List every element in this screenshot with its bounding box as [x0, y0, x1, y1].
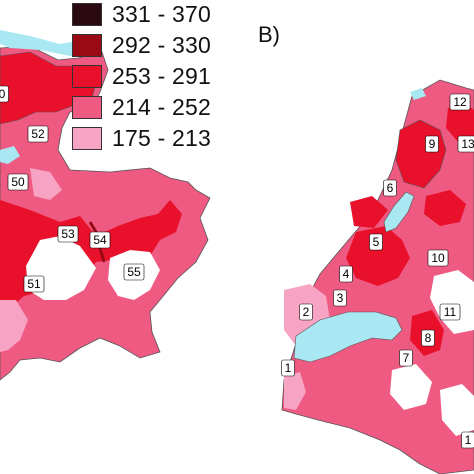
map-b-region-white-3: [440, 384, 474, 436]
map-a-region-light-2: [30, 168, 62, 200]
map-b-region-label: 9: [429, 137, 436, 151]
legend-row-2: 292 - 330: [72, 31, 211, 59]
legend-swatch-2: [72, 33, 102, 57]
legend-swatch-1: [72, 2, 102, 26]
map-b-region-label: 5: [373, 235, 380, 249]
legend-label-4: 214 - 252: [112, 93, 211, 120]
map-a-label-box: [27, 125, 49, 143]
map-a-label-box: [23, 275, 45, 293]
legend-swatch-3: [72, 64, 102, 88]
map-b-region-label: 6: [387, 181, 394, 195]
map-a-region-light: [0, 300, 28, 352]
legend-swatch-4: [72, 95, 102, 119]
map-a-label-box: [123, 263, 145, 281]
map-b-region-white-2: [390, 364, 432, 410]
map-b-region-dark-2: [350, 196, 388, 228]
legend-row-3: 253 - 291: [72, 62, 211, 90]
map-b-label-box: [439, 303, 461, 321]
map-b-region-light-2: [284, 372, 306, 410]
map-b-region-label: 10: [431, 251, 445, 265]
map-b-label-box: [383, 179, 397, 197]
map-b-label-box: [449, 93, 471, 111]
legend-label-2: 292 - 330: [112, 31, 211, 58]
legend-label-1: 331 - 370: [112, 0, 211, 27]
map-b-label-box: [461, 431, 474, 449]
map-b-region-label: 7: [403, 351, 410, 365]
map-a-label-box: [7, 173, 29, 191]
map-b-region-label: 1: [285, 361, 292, 375]
map-b-region-dark-3: [346, 226, 410, 286]
legend-row-4: 214 - 252: [72, 93, 211, 121]
map-b: [281, 79, 474, 474]
legend-swatch-5: [72, 126, 102, 150]
map-b-region-label: 3: [337, 291, 344, 305]
legend-row-1: 331 - 370: [72, 0, 211, 28]
legend-row-5: 175 - 213: [72, 124, 211, 152]
map-a-region-label: 0: [0, 87, 6, 101]
map-a-label-box: [0, 85, 9, 103]
map-b-label-box: [299, 303, 313, 321]
map-a-label-box: [57, 225, 79, 243]
map-b-label-box: [421, 329, 435, 347]
map-b-label-box: [281, 359, 295, 377]
map-a-lake-2: [0, 146, 20, 164]
map-b-region-label: 12: [453, 95, 467, 109]
map-a-region-label: 53: [61, 227, 75, 241]
map-b-label-box: [427, 249, 449, 267]
map-b-region-dark-6: [424, 190, 466, 226]
panel-b-label: B): [258, 22, 280, 47]
map-b-region-label: 2: [303, 305, 310, 319]
map-a-region-label: 52: [31, 127, 45, 141]
map-a-region-label: 55: [127, 265, 141, 279]
map-b-label-box: [425, 135, 439, 153]
map-b-lake-3: [410, 88, 426, 100]
map-a-region-label: 51: [27, 277, 41, 291]
map-b-region-label: 11: [444, 305, 457, 319]
map-b-label-box: [333, 289, 347, 307]
map-b-region-label: 1: [465, 433, 472, 447]
map-a: [0, 30, 211, 381]
legend-label-5: 175 - 213: [112, 124, 211, 151]
map-a-label-box: [89, 231, 111, 249]
map-b-region-dark-5: [446, 104, 474, 142]
map-b-region-label: 13: [461, 137, 474, 151]
map-a-labels: 0 52 50 53 54 51 55: [0, 85, 145, 293]
map-b-label-box: [369, 233, 383, 251]
map-b-label-box: [339, 265, 353, 283]
legend-label-3: 253 - 291: [112, 62, 211, 89]
map-b-label-box: [457, 135, 474, 153]
map-b-lake: [293, 311, 403, 363]
map-b-region-label: 4: [343, 267, 350, 281]
map-b-label-box: [399, 349, 413, 367]
map-b-region-label: 8: [425, 331, 432, 345]
map-b-lake-2: [383, 191, 415, 233]
map-a-region-label: 50: [11, 175, 25, 189]
map-a-region-label: 54: [93, 233, 107, 247]
